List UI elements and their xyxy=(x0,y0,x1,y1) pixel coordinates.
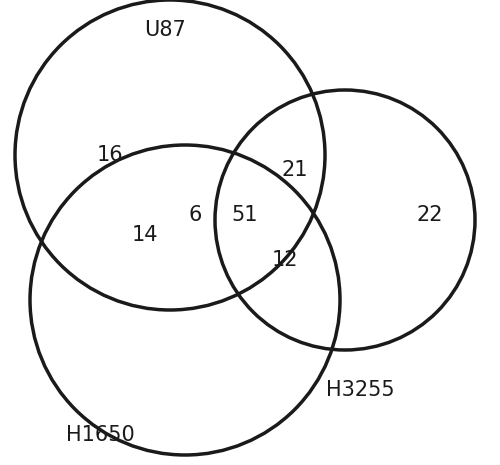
Text: 14: 14 xyxy=(132,225,158,245)
Text: 16: 16 xyxy=(96,145,124,165)
Text: 51: 51 xyxy=(232,205,258,225)
Text: 12: 12 xyxy=(272,250,298,270)
Text: 21: 21 xyxy=(282,160,308,180)
Text: 6: 6 xyxy=(188,205,202,225)
Text: H1650: H1650 xyxy=(66,425,134,445)
Text: H3255: H3255 xyxy=(326,380,394,400)
Text: 22: 22 xyxy=(417,205,444,225)
Text: U87: U87 xyxy=(144,20,186,40)
